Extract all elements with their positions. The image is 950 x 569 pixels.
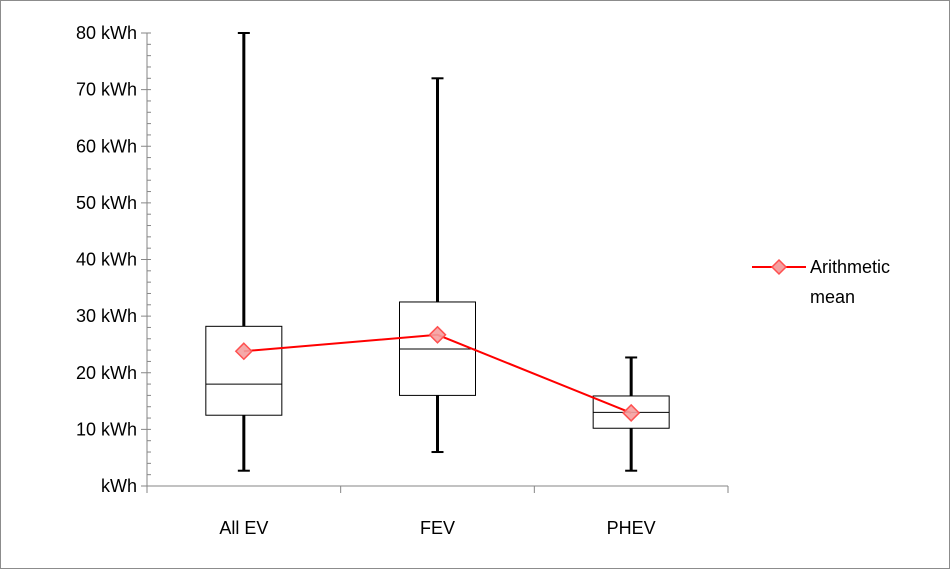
box-all-ev — [205, 32, 283, 472]
y-tick-label: 10 kWh — [76, 419, 137, 439]
x-category-label: All EV — [219, 518, 268, 538]
boxes — [205, 32, 670, 472]
mean-series — [234, 325, 641, 423]
legend: Arithmetic mean — [752, 257, 890, 307]
box-fev — [399, 77, 476, 454]
x-category-label: FEV — [420, 518, 455, 538]
legend-label: Arithmetic — [810, 257, 890, 277]
y-tick-label: 40 kWh — [76, 250, 137, 270]
y-tick-label: kWh — [101, 476, 137, 496]
iqr-box — [205, 325, 283, 416]
x-category-label: PHEV — [607, 518, 656, 538]
y-tick-label: 30 kWh — [76, 306, 137, 326]
y-tick-label: 70 kWh — [76, 80, 137, 100]
legend-diamond-icon — [770, 258, 788, 276]
mean-point-fev — [428, 325, 447, 344]
y-tick-label: 80 kWh — [76, 23, 137, 43]
mean-point-all-ev — [234, 342, 253, 361]
legend-label: mean — [810, 287, 855, 307]
mean-point-phev — [622, 403, 641, 423]
y-tick-label: 50 kWh — [76, 193, 137, 213]
axes: kWh 10 kWh 20 kWh 30 kWh 40 kWh 50 kWh 60 kWh 7… — [76, 23, 729, 538]
y-tick-label: 60 kWh — [76, 136, 137, 156]
y-tick-label: 20 kWh — [76, 363, 137, 383]
